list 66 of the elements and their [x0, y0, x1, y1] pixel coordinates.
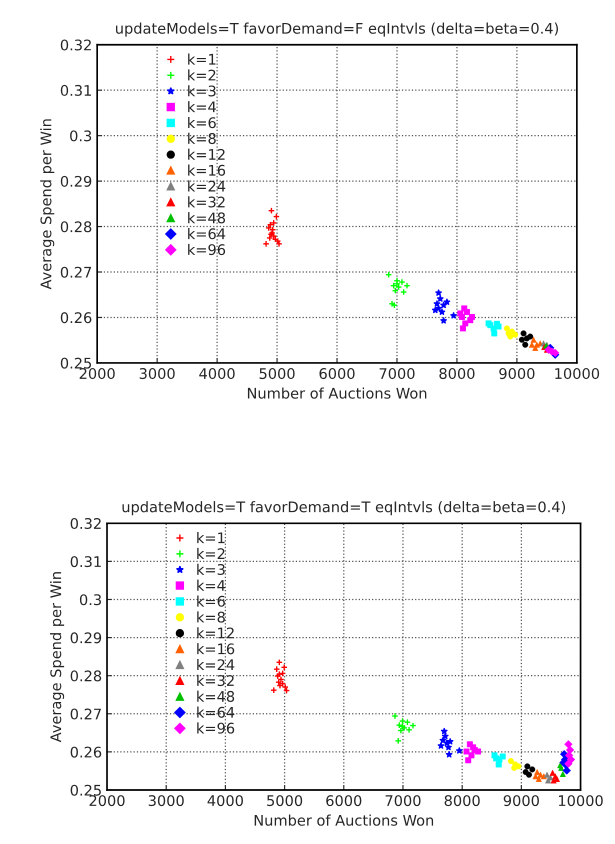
- y-tick-label: 0.29: [60, 176, 92, 187]
- legend-label: k=1: [188, 53, 216, 65]
- legend-label: k=48: [188, 212, 226, 224]
- legend-label: k=64: [188, 228, 226, 240]
- y-tick-label: 0.31: [60, 84, 91, 96]
- x-tick-label: 4000: [199, 368, 235, 380]
- x-tick-label: 10000: [558, 795, 603, 806]
- legend-label: k=3: [188, 85, 216, 96]
- chart-title: updateModels=T favorDemand=T eqIntvls (delta=beta=0.4): [122, 501, 566, 516]
- legend-label: k=8: [197, 611, 225, 623]
- legend-label: k=96: [188, 244, 226, 256]
- y-tick-label: 0.29: [70, 632, 102, 644]
- y-tick-label: 0.27: [60, 266, 92, 278]
- x-tick-label: 2000: [80, 368, 115, 380]
- x-tick-label: 7000: [380, 368, 415, 380]
- y-tick-label: 0.25: [70, 784, 101, 796]
- x-axis-title: Number of Auctions Won: [248, 387, 426, 399]
- legend-label: k=32: [188, 196, 225, 208]
- x-tick-label: 3000: [140, 368, 175, 380]
- legend-label: k=32: [197, 674, 234, 686]
- x-axis-title: Number of Auctions Won: [254, 814, 434, 826]
- y-tick-label: 0.3: [70, 130, 92, 142]
- legend-label: k=6: [188, 116, 216, 128]
- legend-label: k=16: [188, 164, 226, 176]
- y-tick-label: 0.27: [70, 708, 101, 720]
- x-tick-label: 6000: [319, 368, 355, 380]
- legend-label: k=48: [197, 690, 234, 702]
- legend-label: k=24: [188, 180, 226, 192]
- x-tick-label: 9000: [504, 795, 539, 806]
- x-tick-label: 5000: [267, 795, 302, 806]
- y-tick-label: 0.31: [70, 556, 101, 568]
- legend-label: k=2: [197, 548, 224, 559]
- x-tick-label: 7000: [386, 795, 421, 806]
- x-tick-label: 2000: [90, 795, 125, 806]
- x-tick-label: 9000: [499, 368, 534, 380]
- legend-label: k=1: [197, 532, 225, 544]
- y-tick-label: 0.28: [60, 221, 92, 232]
- x-tick-label: 4000: [208, 795, 243, 806]
- y-tick-label: 0.3: [80, 594, 101, 606]
- legend-label: k=24: [197, 658, 234, 670]
- legend-label: k=6: [197, 595, 225, 607]
- x-tick-label: 10000: [555, 368, 600, 380]
- y-tick-label: 0.26: [60, 312, 92, 324]
- legend-label: k=3: [197, 564, 225, 576]
- legend-label: k=2: [188, 69, 216, 80]
- y-axis-title: Average Spend per Win: [40, 119, 54, 290]
- chart-title: updateModels=T favorDemand=F eqIntvls (delta=beta=0.4): [116, 22, 558, 37]
- x-tick-label: 3000: [148, 795, 184, 806]
- legend-label: k=12: [188, 148, 225, 160]
- legend-label: k=8: [188, 132, 216, 144]
- legend-label: k=16: [197, 643, 234, 654]
- y-axis-title: Average Spend per Win: [50, 572, 64, 742]
- y-tick-label: 0.26: [70, 746, 102, 758]
- y-tick-label: 0.32: [60, 39, 91, 50]
- x-tick-label: 8000: [439, 368, 475, 380]
- y-tick-label: 0.25: [60, 358, 92, 369]
- legend-label: k=4: [188, 101, 216, 112]
- legend-label: k=96: [197, 722, 234, 734]
- x-tick-label: 6000: [326, 795, 362, 806]
- y-tick-label: 0.28: [70, 670, 102, 682]
- x-tick-label: 8000: [444, 795, 480, 806]
- legend-label: k=12: [197, 627, 234, 638]
- legend-label: k=64: [197, 706, 234, 718]
- legend-label: k=4: [197, 580, 226, 591]
- y-tick-label: 0.32: [70, 518, 101, 530]
- x-tick-label: 5000: [260, 368, 295, 380]
